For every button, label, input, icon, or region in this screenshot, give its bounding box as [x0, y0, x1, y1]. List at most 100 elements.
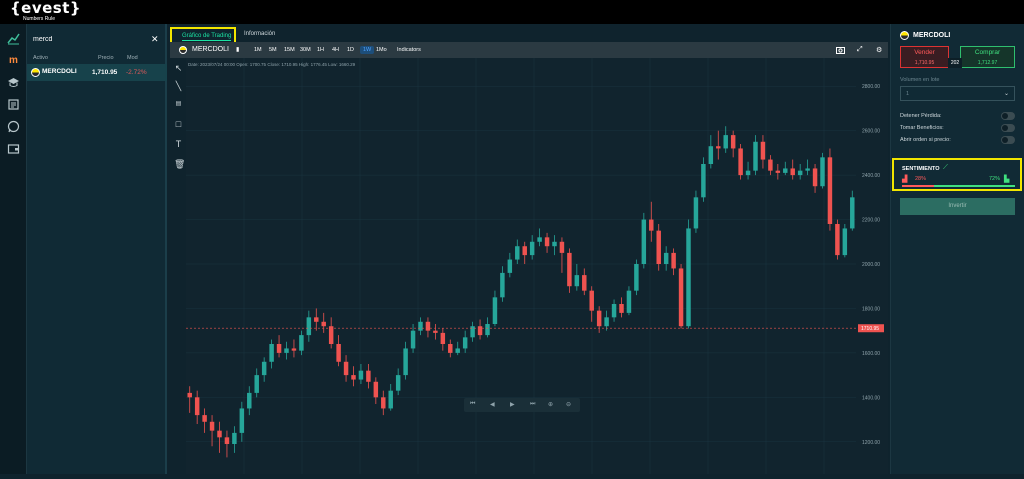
- invest-button[interactable]: Invertir: [900, 198, 1015, 215]
- timeframe-1m[interactable]: 1M: [254, 47, 262, 53]
- y-tick-label: 2200.00: [862, 218, 880, 224]
- candle-body: [745, 170, 751, 176]
- candle-body: [544, 237, 550, 247]
- take-profit-toggle[interactable]: [1001, 124, 1015, 132]
- gear-icon[interactable]: ⚙: [876, 47, 883, 54]
- fullscreen-icon[interactable]: ⤢: [857, 46, 863, 53]
- y-tick-label: 2000.00: [862, 262, 880, 268]
- candle-body: [678, 268, 684, 327]
- candle-body: [574, 275, 580, 287]
- candle-body: [708, 146, 714, 164]
- timeframe-1h[interactable]: 1H: [317, 47, 325, 53]
- whatsapp-icon[interactable]: [7, 120, 20, 133]
- candle-body: [604, 317, 609, 327]
- candle-body: [730, 135, 736, 149]
- chart-toolbar: MERCDOLI ▮ 1M 5M 15M 30M 1H 4H 1D 1W 1Mo…: [170, 42, 888, 58]
- col-price[interactable]: Precio: [98, 55, 114, 61]
- sentiment-bar: [902, 185, 1015, 187]
- zoom-out-icon[interactable]: ⊖: [566, 402, 572, 408]
- camera-icon[interactable]: [836, 46, 845, 56]
- spread-badge: 202: [948, 58, 962, 68]
- prev-icon[interactable]: ◀: [490, 402, 495, 408]
- sentiment-box: SENTIMIENTO ⟋ ▟ 28% 72% ▙: [892, 158, 1022, 191]
- candle-body: [492, 297, 498, 324]
- candle-body: [671, 252, 676, 269]
- candle-body: [582, 275, 587, 291]
- lot-select[interactable]: 1 ⌄: [900, 86, 1015, 101]
- rectangle-icon[interactable]: □: [175, 119, 182, 129]
- lot-value: 1: [906, 91, 910, 97]
- go-start-icon[interactable]: ⏮: [470, 401, 476, 407]
- candle-body: [373, 381, 379, 398]
- candle-body: [500, 272, 505, 298]
- trash-icon[interactable]: 🗑: [174, 159, 186, 169]
- timeframe-1w[interactable]: 1W: [360, 46, 375, 54]
- y-tick-label: 1600.00: [862, 351, 880, 357]
- candle-body: [477, 326, 483, 336]
- cursor-icon[interactable]: ↖: [174, 63, 183, 73]
- stop-loss-toggle[interactable]: [1001, 112, 1015, 120]
- candle-body: [194, 397, 200, 416]
- candle-body: [403, 348, 408, 376]
- close-icon[interactable]: ✕: [151, 34, 159, 44]
- candle-body: [418, 321, 423, 331]
- trend-icon[interactable]: [7, 32, 20, 45]
- y-tick-label: 2400.00: [862, 173, 880, 179]
- top-bar: {evest} Numbers Rule: [0, 0, 1024, 24]
- icon-sidebar: m: [0, 24, 27, 474]
- candle-body: [775, 170, 781, 173]
- ruler-icon[interactable]: ▤: [175, 101, 182, 107]
- timeframe-4h[interactable]: 4H: [332, 47, 340, 53]
- sell-percent: 28%: [915, 176, 927, 182]
- text-tool-icon[interactable]: T: [175, 139, 182, 149]
- candlestick-svg[interactable]: 2800.00 2600.00 2400.00 2200.00 2000.00 1800.…: [186, 41, 888, 474]
- evest-logo[interactable]: {evest} Numbers Rule: [10, 0, 82, 23]
- wallet-icon[interactable]: [7, 142, 20, 155]
- indicators-button[interactable]: Indicators: [397, 47, 421, 53]
- candle-body: [797, 170, 803, 176]
- candle-type-icon[interactable]: ▮: [236, 47, 240, 53]
- stop-loss-label: Detener Pérdida:: [900, 113, 942, 119]
- col-asset[interactable]: Activo: [33, 55, 48, 61]
- line-tool-icon[interactable]: ╲: [175, 81, 182, 91]
- newspaper-icon[interactable]: [7, 98, 20, 111]
- candle-body: [529, 241, 535, 256]
- sentiment-title: SENTIMIENTO: [902, 166, 940, 172]
- candle-body: [805, 168, 810, 171]
- y-tick-label: 2600.00: [862, 129, 880, 135]
- candle-body: [395, 375, 401, 391]
- col-mod[interactable]: Mod: [127, 55, 138, 61]
- graduation-icon[interactable]: [7, 76, 20, 89]
- tab-trading-label: Gráfico de Trading: [182, 33, 232, 41]
- logo-text: {evest}: [10, 0, 82, 17]
- go-end-icon[interactable]: ⏭: [530, 401, 536, 407]
- timeframe-5m[interactable]: 5M: [269, 47, 277, 53]
- m-icon[interactable]: m: [9, 55, 18, 66]
- candle-body: [641, 219, 647, 264]
- watchlist-row[interactable]: MERCDOLI 1,710.95 -2.72%: [27, 64, 167, 81]
- sell-price: 1,710.95: [914, 60, 935, 66]
- timeframe-30m[interactable]: 30M: [300, 47, 311, 53]
- open-if-price-label: Abrir orden si precio:: [900, 137, 951, 143]
- candle-body: [232, 432, 237, 444]
- search-input[interactable]: [33, 32, 161, 46]
- ohlc-readout: Date: 2023/07/24 00:00 Open: 1700.75 Clo…: [188, 62, 356, 67]
- open-if-price-toggle[interactable]: [1001, 136, 1015, 144]
- timeframe-1mo[interactable]: 1Mo: [376, 47, 387, 53]
- candle-body: [306, 317, 312, 336]
- timeframe-15m[interactable]: 15M: [284, 47, 295, 53]
- candle-body: [254, 375, 259, 393]
- candle-body: [753, 141, 758, 171]
- candle-body: [507, 259, 513, 273]
- sell-button[interactable]: Vender 1,710.95: [900, 46, 949, 68]
- next-icon[interactable]: ▶: [510, 402, 515, 408]
- zoom-in-icon[interactable]: ⊕: [548, 402, 554, 408]
- timeframe-1d[interactable]: 1D: [347, 47, 355, 53]
- tab-information[interactable]: Información: [244, 31, 276, 37]
- candle-body: [559, 241, 565, 253]
- candle-body: [321, 321, 326, 327]
- candle-body: [663, 252, 669, 264]
- candle-body: [649, 219, 654, 231]
- toolbar-symbol[interactable]: MERCDOLI: [192, 46, 229, 53]
- buy-button[interactable]: Comprar 1,712.97: [960, 46, 1015, 68]
